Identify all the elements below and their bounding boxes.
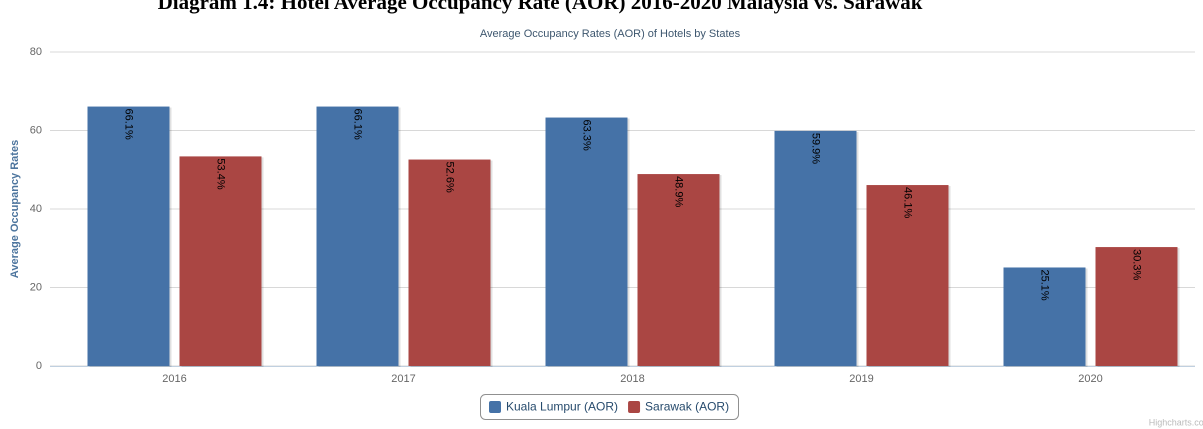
bar	[1003, 267, 1086, 366]
bar	[545, 117, 628, 366]
bar	[1095, 247, 1178, 366]
bar	[87, 106, 170, 367]
x-tick-label: 2018	[620, 373, 644, 385]
y-axis-label: Average Occupancy Rates	[9, 140, 21, 278]
credit: Highcharts.com	[1149, 417, 1203, 427]
y-tick-label: 80	[30, 46, 42, 58]
legend-swatch	[489, 401, 501, 413]
bar	[316, 106, 399, 367]
data-label: 30.3%	[1131, 249, 1143, 280]
legend-label: Kuala Lumpur (AOR)	[506, 400, 618, 414]
x-tick-label: 2019	[849, 373, 873, 385]
chart-title: Average Occupancy Rates (AOR) of Hotels …	[480, 28, 741, 40]
y-tick-label: 20	[30, 281, 42, 293]
y-tick-label: 60	[30, 124, 42, 136]
data-label: 66.1%	[123, 109, 135, 140]
legend-box	[480, 394, 739, 420]
legend-swatch	[628, 401, 641, 413]
data-label: 46.1%	[902, 187, 914, 218]
data-label: 48.9%	[673, 176, 685, 207]
bar	[774, 130, 857, 366]
legend-label: Sarawak (AOR)	[645, 400, 729, 414]
data-label: 59.9%	[810, 133, 822, 164]
data-label: 63.3%	[581, 120, 593, 151]
bar	[637, 174, 720, 366]
bar	[408, 159, 491, 366]
data-label: 52.6%	[444, 162, 456, 193]
x-tick-label: 2020	[1078, 373, 1102, 385]
y-tick-label: 40	[30, 203, 42, 215]
x-tick-label: 2016	[162, 373, 186, 385]
data-label: 66.1%	[352, 109, 364, 140]
data-label: 25.1%	[1039, 269, 1051, 300]
data-label: 53.4%	[215, 158, 227, 189]
y-tick-label: 0	[36, 360, 42, 372]
bar	[179, 156, 262, 366]
page-title: Diagram 1.4: Hotel Average Occupancy Rat…	[158, 0, 923, 14]
x-tick-label: 2017	[391, 373, 415, 385]
bar	[866, 185, 949, 366]
